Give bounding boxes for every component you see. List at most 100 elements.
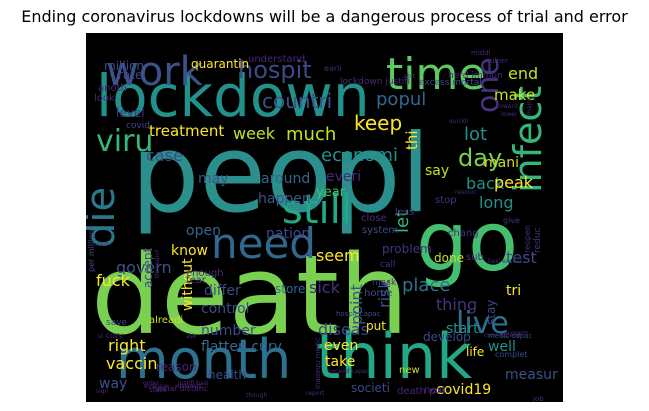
word-death-per: death per (397, 386, 447, 397)
word-let: let (392, 210, 413, 233)
word-econom: econom (504, 330, 528, 337)
word-even: even (324, 338, 358, 354)
word-develop: develop (423, 330, 471, 344)
word-put: put (366, 319, 386, 333)
word-sub: sub (466, 252, 484, 263)
word-justifi-basi: justifi basi (177, 380, 209, 387)
word-say: say (425, 163, 449, 179)
word-flatten-curv: flatten curv (201, 339, 282, 355)
word-store: store (275, 282, 305, 296)
word-lot: lot (464, 124, 487, 145)
word-reason: reason (156, 360, 197, 374)
word-live: live (456, 306, 509, 341)
word-mask: mask (372, 278, 397, 288)
word-level: level (116, 106, 145, 120)
word-state: state (149, 386, 167, 394)
word-stop: stop (435, 195, 457, 206)
word-covid19: covid19 (436, 382, 491, 398)
word-vaccin: vaccin (106, 354, 157, 373)
word-mani: mani (484, 155, 519, 171)
word-though: though (246, 392, 267, 399)
word-lockdown: lockdown (96, 62, 370, 130)
word-hospit: hospit (238, 56, 312, 84)
word-thi: thi (403, 130, 421, 150)
word-nation: nation (266, 226, 310, 242)
word-report: report (306, 390, 325, 397)
word-fuck: fuck (96, 271, 131, 290)
word-measur: measur (505, 367, 558, 383)
word-day: day (458, 144, 502, 172)
word-month: month (116, 328, 291, 391)
word-ask: ask (186, 333, 197, 340)
word-right: right (108, 336, 146, 355)
word-give: give (503, 216, 520, 225)
word-earli: earli (324, 64, 342, 73)
word-enough: enough (186, 268, 224, 279)
word-work: work (106, 49, 204, 95)
word-peopl: peopl (131, 112, 431, 237)
word-govern: govern (116, 258, 172, 277)
word-time: time (386, 49, 485, 100)
word-cloud: peopl death go lockdown month think time work ne… (86, 33, 563, 402)
word-long: long (479, 193, 514, 212)
word-everyon: everyon (144, 383, 169, 390)
word-accept: accept (141, 247, 155, 288)
word-chang: chang (448, 228, 479, 239)
word-think: think (316, 320, 472, 393)
word-job: job (532, 395, 544, 402)
word-quarantin: quarantin (191, 57, 249, 71)
word-may: may (198, 171, 229, 187)
word-death: death (91, 231, 409, 359)
word-look: look (94, 93, 115, 104)
word-rate: rate (118, 68, 142, 82)
word-economi: economi (321, 145, 398, 166)
word-week: week (233, 124, 276, 143)
word-take: take (325, 354, 355, 370)
word-know: know (171, 243, 208, 259)
word-middl: middl (471, 49, 491, 57)
word-close: close (361, 213, 387, 224)
word-reopen: reopen (523, 225, 532, 253)
word-point: point (347, 284, 366, 325)
word-basi-excess: basi excess (488, 258, 522, 265)
word-diseas: diseas (318, 320, 369, 339)
word-control: control (201, 301, 250, 317)
word-much: much (286, 124, 336, 145)
word-problem: problem (382, 242, 432, 256)
word-inadequ-medic: inadequ medic (314, 337, 322, 389)
word-way: way (99, 376, 127, 392)
word-viru: viru (96, 124, 153, 159)
word-major: major (526, 97, 533, 115)
word-societi: societi (351, 381, 390, 395)
word-next: next (424, 385, 446, 396)
word-exceed-capac: exceed capac (328, 368, 369, 375)
word-thousand: thousand (154, 250, 161, 278)
word-crazi: crazi (94, 241, 109, 248)
word-excess-mortal: excess mortal (419, 78, 482, 88)
word-back: back (466, 174, 505, 193)
word-new: new (399, 365, 420, 376)
word-curv-exceed: curv exceed (484, 332, 521, 339)
word-resourc: resourc (455, 189, 477, 196)
word-sick: sick (309, 278, 341, 297)
word-anoth: anoth (98, 83, 127, 94)
word-million: million (104, 59, 144, 73)
word-save: save (106, 318, 128, 328)
word-vulner: vulner (486, 57, 508, 65)
word-health: health (208, 368, 246, 382)
word-u-curv: u curv (98, 331, 123, 340)
word-popul: popul (376, 89, 426, 110)
word-case: case (146, 146, 183, 165)
word-hospit-capac: hospit capac (336, 310, 381, 318)
word-less: less (395, 207, 414, 218)
word-well: well (488, 339, 516, 355)
word-home: home (364, 288, 392, 299)
word-everi: everi (326, 169, 361, 185)
word-keep: keep (354, 111, 402, 135)
word-tri: tri (506, 283, 521, 299)
word-need: need (211, 219, 316, 268)
word-life: life (466, 345, 484, 359)
word-infect: infect (506, 86, 550, 193)
word-year: year (316, 185, 346, 200)
